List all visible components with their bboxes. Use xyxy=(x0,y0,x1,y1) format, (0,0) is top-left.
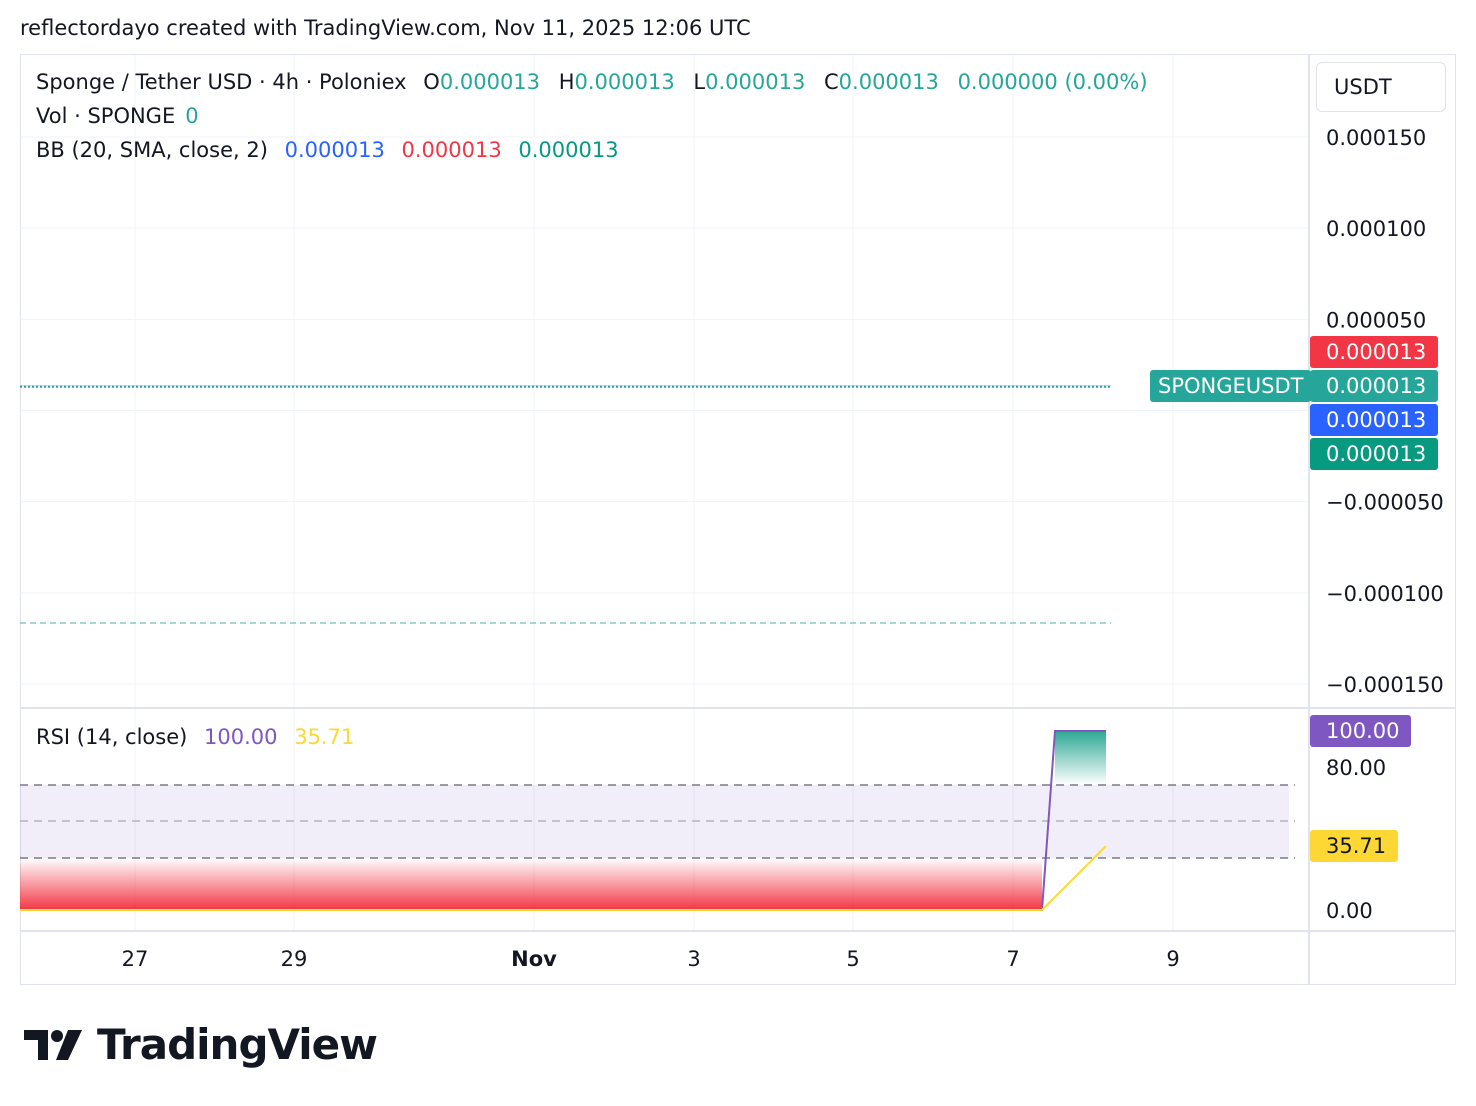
rsi-ma-value: 35.71 xyxy=(294,725,355,749)
change-value: 0.000000 (0.00%) xyxy=(957,70,1148,94)
price-tick-label: 0.000050 xyxy=(1326,308,1426,332)
low-label: L xyxy=(693,70,706,94)
volume-value: 0 xyxy=(185,104,199,128)
tradingview-wordmark: TradingView xyxy=(97,1020,378,1069)
chart-frame xyxy=(20,54,1456,985)
time-tick-label: Nov xyxy=(511,947,557,971)
price-tick-label: −0.000150 xyxy=(1326,673,1444,697)
price-tick-label: 0.000100 xyxy=(1326,217,1426,241)
tradingview-logo-icon xyxy=(24,1030,82,1060)
rsi-ma-value-tag: 35.71 xyxy=(1310,830,1399,862)
bb-lower-value: 0.000013 xyxy=(518,138,619,162)
symbol-title[interactable]: Sponge / Tether USD · 4h · Poloniex xyxy=(36,70,407,94)
chart-caption: reflectordayo created with TradingView.c… xyxy=(20,16,751,40)
rsi-oversold-fill xyxy=(20,858,1042,910)
time-tick-label: 3 xyxy=(687,947,700,971)
high-label: H xyxy=(558,70,575,94)
high-value: 0.000013 xyxy=(574,70,675,94)
close-label: C xyxy=(824,70,839,94)
symbol-legend: Sponge / Tether USD · 4h · Poloniex O0.0… xyxy=(36,70,1158,94)
time-tick-label: 27 xyxy=(122,947,149,971)
last-price-tag: 0.000013 xyxy=(1310,370,1439,402)
time-tick-label: 7 xyxy=(1006,947,1019,971)
rsi-tick-label: 80.00 xyxy=(1326,756,1386,780)
rsi-pane xyxy=(20,730,1295,911)
time-tick-label: 29 xyxy=(281,947,308,971)
rsi-value: 100.00 xyxy=(204,725,278,749)
open-value: 0.000013 xyxy=(439,70,541,94)
currency-selector[interactable]: USDT xyxy=(1316,62,1446,112)
time-tick-label: 9 xyxy=(1166,947,1179,971)
low-value: 0.000013 xyxy=(705,70,806,94)
rsi-label[interactable]: RSI (14, close) xyxy=(36,725,188,749)
bb-upper-price-tag: 0.000013 xyxy=(1310,336,1439,368)
symbol-name-tag: SPONGEUSDT xyxy=(1150,370,1312,402)
bb-legend: BB (20, SMA, close, 2) 0.000013 0.000013… xyxy=(36,138,629,162)
bb-upper-value: 0.000013 xyxy=(401,138,502,162)
rsi-ma-line xyxy=(20,845,1107,911)
price-tick-label: −0.000050 xyxy=(1326,491,1444,515)
rsi-value-tag: 100.00 xyxy=(1310,715,1412,747)
time-tick-label: 5 xyxy=(846,947,859,971)
rsi-overbought-fill xyxy=(1055,731,1106,785)
volume-label[interactable]: Vol · SPONGE xyxy=(36,104,176,128)
close-value: 0.000013 xyxy=(838,70,939,94)
price-pane xyxy=(20,385,1111,624)
bb-basis-price-tag: 0.000013 xyxy=(1310,404,1439,436)
bb-basis-value: 0.000013 xyxy=(284,138,385,162)
axes: 0.000150 0.000100 0.000050 −0.000050 −0.0001… xyxy=(20,55,1456,985)
bb-label[interactable]: BB (20, SMA, close, 2) xyxy=(36,138,268,162)
grid xyxy=(20,55,1309,930)
open-label: O xyxy=(423,70,440,94)
rsi-tick-label: 0.00 xyxy=(1326,899,1373,923)
price-tick-label: 0.000150 xyxy=(1326,126,1426,150)
price-tick-label: −0.000100 xyxy=(1326,582,1444,606)
bb-lower-price-tag: 0.000013 xyxy=(1310,438,1439,470)
volume-legend: Vol · SPONGE 0 xyxy=(36,104,209,128)
rsi-legend: RSI (14, close) 100.00 35.71 xyxy=(36,725,364,749)
chart-svg[interactable]: 0.000150 0.000100 0.000050 −0.000050 −0.0001… xyxy=(0,0,1476,1000)
